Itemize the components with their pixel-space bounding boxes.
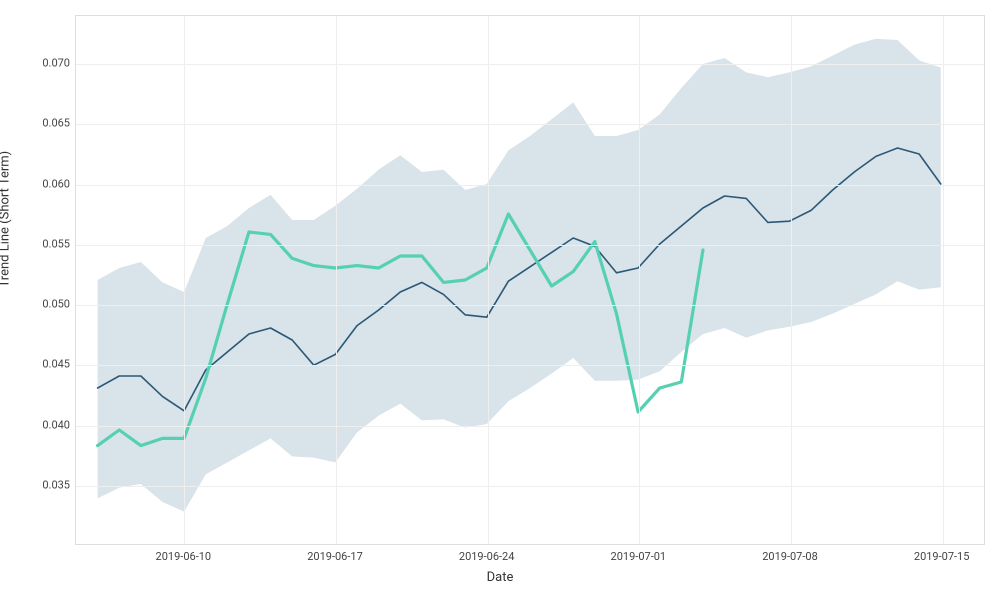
- grid-line-h: [76, 185, 984, 186]
- grid-line-h: [76, 245, 984, 246]
- grid-line-v: [943, 16, 944, 544]
- x-tick-label: 2019-06-17: [307, 550, 363, 563]
- x-tick-label: 2019-07-01: [611, 550, 667, 563]
- x-tick-label: 2019-06-10: [156, 550, 212, 563]
- y-tick-label: 0.070: [10, 57, 70, 70]
- grid-line-v: [184, 16, 185, 544]
- x-tick-label: 2019-07-15: [914, 550, 970, 563]
- grid-line-h: [76, 64, 984, 65]
- grid-line-v: [639, 16, 640, 544]
- grid-line-h: [76, 305, 984, 306]
- y-tick-label: 0.060: [10, 177, 70, 190]
- y-tick-label: 0.035: [10, 478, 70, 491]
- y-tick-label: 0.055: [10, 237, 70, 250]
- grid-line-v: [336, 16, 337, 544]
- grid-line-v: [488, 16, 489, 544]
- x-tick-label: 2019-06-24: [459, 550, 515, 563]
- grid-line-h: [76, 426, 984, 427]
- grid-line-h: [76, 124, 984, 125]
- y-tick-label: 0.040: [10, 418, 70, 431]
- y-axis-label: Trend Line (Short Term): [0, 151, 13, 288]
- x-axis-label: Date: [487, 570, 514, 585]
- chart-area: [75, 15, 985, 545]
- grid-line-h: [76, 486, 984, 487]
- grid-line-h: [76, 365, 984, 366]
- y-tick-label: 0.045: [10, 358, 70, 371]
- y-tick-label: 0.065: [10, 117, 70, 130]
- x-tick-label: 2019-07-08: [762, 550, 818, 563]
- grid-line-v: [791, 16, 792, 544]
- y-tick-label: 0.050: [10, 298, 70, 311]
- chart-svg: [76, 16, 984, 544]
- confidence-band: [98, 39, 941, 512]
